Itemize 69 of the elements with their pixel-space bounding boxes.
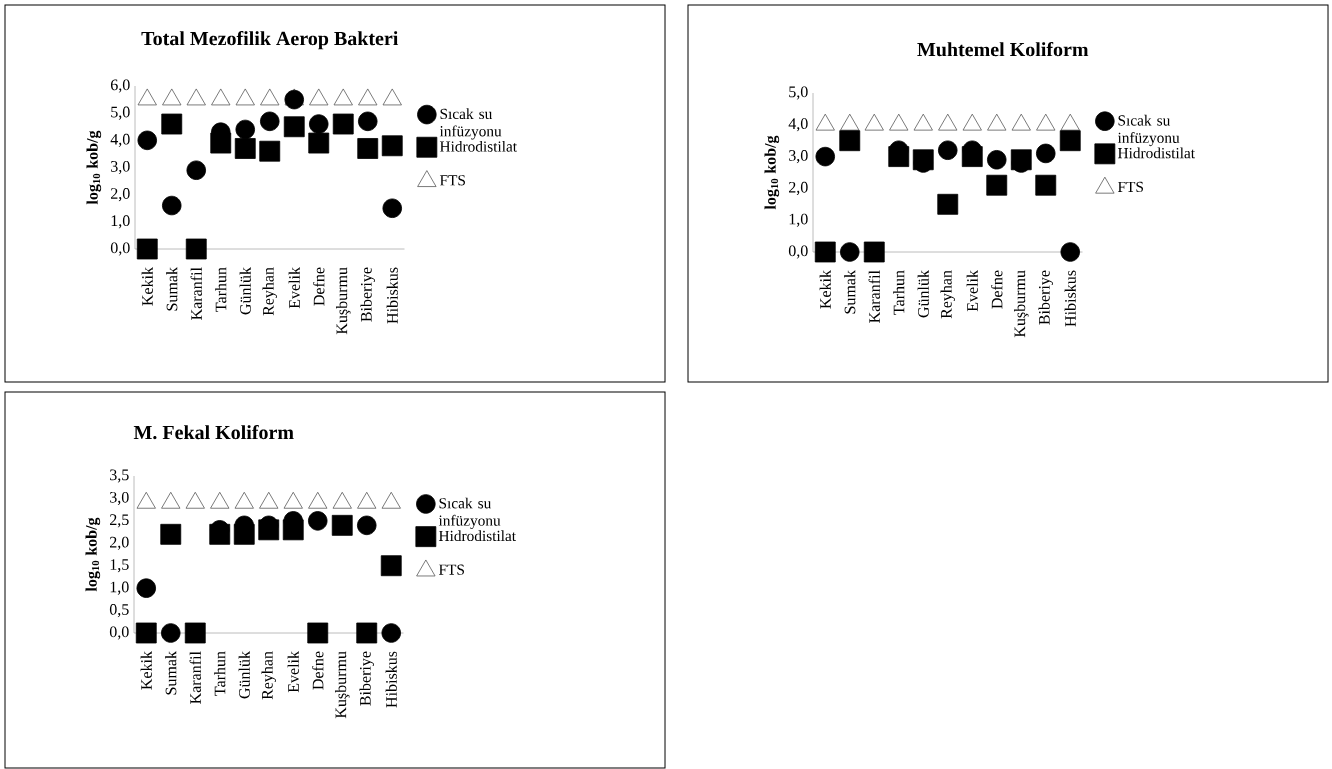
y-tick-label: 4,0: [788, 118, 808, 132]
y-tick-label: 1,5: [110, 559, 129, 573]
x-tick-label: Sumak: [165, 651, 177, 695]
y-tick-label: 3,5: [110, 469, 129, 483]
legend-label: FTS: [1117, 181, 1143, 193]
legend-label: FTS: [439, 175, 465, 186]
y-tick-label: 0,5: [109, 604, 129, 618]
y-tick-label: 4,0: [110, 133, 130, 147]
y-tick-label: 2,0: [110, 536, 129, 550]
x-tick-label: Defne: [991, 270, 1003, 309]
x-tick-label: Reyhan: [940, 270, 956, 319]
y-tick-label: 2,0: [789, 181, 808, 195]
legend-label: Sıcak su infüzyonu: [1117, 114, 1180, 147]
x-tick-label: Reyhan: [262, 267, 278, 316]
legend-label: Hidrodistilat: [439, 140, 517, 152]
y-axis-title: log$_{10}$ kob/g: [86, 130, 102, 205]
y-tick-label: 6,0: [110, 79, 130, 93]
x-tick-label: Kekik: [141, 267, 153, 306]
y-tick-label: 5,0: [789, 86, 808, 100]
x-tick-label: Evelik: [966, 270, 978, 312]
y-tick-label: 3,0: [110, 491, 129, 505]
chart-title: Total Mezofilik Aerop Bakteri: [141, 30, 399, 50]
y-axis-title: log$_{10}$ kob/g: [764, 135, 780, 210]
chart-title: Muhtemel Koliform: [917, 41, 1089, 57]
x-tick-label: Hibiskus: [385, 651, 397, 708]
x-tick-label: Evelik: [288, 267, 300, 309]
x-tick-label: Hibiskus: [1064, 270, 1076, 327]
x-tick-label: Tarhun: [214, 651, 226, 696]
x-tick-label: Sumak: [166, 267, 178, 311]
x-tick-label: Biberiye: [360, 267, 376, 322]
x-tick-label: Biberiye: [1038, 270, 1054, 325]
chart-title: M. Fekal Koliform: [133, 424, 294, 440]
x-tick-label: Karanfil: [189, 651, 201, 704]
y-tick-label: 3,0: [789, 150, 808, 164]
legend-label: Sıcak su infüzyonu: [438, 497, 501, 529]
y-tick-label: 5,0: [111, 106, 130, 120]
y-tick-label: 1,0: [789, 213, 808, 227]
x-tick-label: Kuşburmu: [334, 651, 350, 719]
x-tick-label: Karanfil: [868, 270, 880, 323]
x-tick-label: Günlük: [239, 267, 251, 315]
legend-label: Hidrodistilat: [438, 530, 516, 542]
x-tick-label: Evelik: [287, 651, 299, 693]
x-tick-label: Günlük: [917, 270, 929, 318]
legend-label: Hidrodistilat: [1117, 147, 1195, 159]
x-tick-label: Karanfil: [190, 267, 202, 320]
y-tick-label: 2,5: [110, 514, 129, 528]
y-tick-label: 2,0: [111, 188, 130, 202]
legend-label: Sıcak su infüzyonu: [439, 108, 502, 140]
y-tick-label: 1,0: [110, 581, 129, 595]
x-tick-label: Kekik: [819, 270, 831, 309]
x-tick-label: Günlük: [238, 651, 250, 699]
y-tick-label: 1,0: [111, 215, 130, 229]
y-axis-title: log$_{10}$ kob/g: [85, 517, 101, 592]
x-tick-label: Reyhan: [261, 651, 277, 700]
x-tick-label: Kuşburmu: [335, 267, 351, 335]
x-tick-label: Defne: [312, 651, 324, 690]
x-tick-label: Biberiye: [359, 651, 375, 706]
y-tick-label: 3,0: [111, 160, 130, 175]
legend-label: FTS: [438, 564, 464, 575]
x-tick-label: Hibiskus: [386, 267, 398, 324]
x-tick-label: Tarhun: [893, 270, 905, 315]
x-tick-label: Kuşburmu: [1014, 270, 1029, 338]
y-tick-label: 0,0: [788, 245, 808, 259]
y-tick-label: 0,0: [109, 626, 129, 640]
x-tick-label: Defne: [313, 267, 325, 306]
x-tick-label: Kekik: [140, 651, 152, 690]
x-tick-label: Tarhun: [215, 267, 227, 312]
y-tick-label: 0,0: [110, 242, 130, 256]
x-tick-label: Sumak: [844, 270, 856, 314]
